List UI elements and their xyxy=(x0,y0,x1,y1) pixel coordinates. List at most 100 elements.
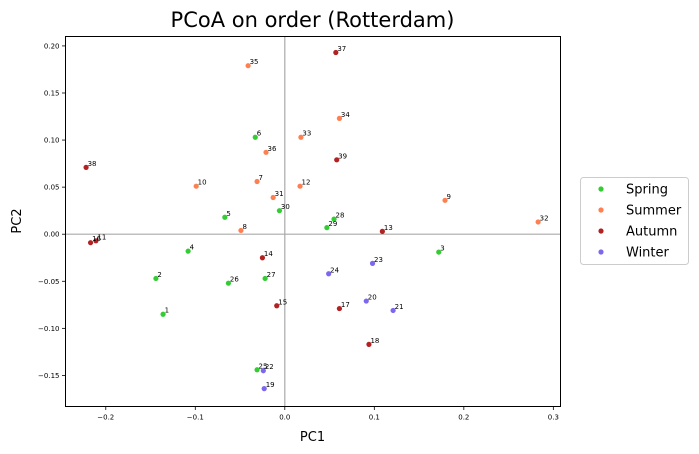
y-tick-label: 0.15 xyxy=(44,89,60,97)
data-point-spring xyxy=(222,214,228,220)
data-point-spring xyxy=(252,134,258,140)
data-point-summer xyxy=(336,115,343,122)
point-label: 17 xyxy=(341,301,350,309)
data-point-winter xyxy=(260,368,266,374)
point-label: 5 xyxy=(226,210,230,218)
data-point-autumn xyxy=(274,303,280,309)
data-point-spring xyxy=(160,311,166,317)
y-tick-label: −0.10 xyxy=(38,325,59,333)
data-point-autumn xyxy=(333,49,339,56)
plot-frame xyxy=(65,36,561,407)
x-tick-label: 0.2 xyxy=(458,414,469,422)
data-point-spring xyxy=(225,280,232,286)
data-point-winter xyxy=(369,260,376,266)
x-tick-label: 0.1 xyxy=(369,414,380,422)
point-label: 35 xyxy=(250,58,259,66)
data-point-autumn xyxy=(379,228,385,234)
data-point-spring xyxy=(254,367,260,373)
x-tick-label: 0.3 xyxy=(548,414,559,422)
chart-title: PCoA on order (Rotterdam) xyxy=(171,8,455,32)
point-label: 31 xyxy=(275,190,284,198)
point-label: 18 xyxy=(370,337,379,345)
data-point-summer xyxy=(193,183,199,189)
data-points xyxy=(83,49,541,392)
point-label: 13 xyxy=(384,224,393,232)
point-label: 36 xyxy=(268,145,277,153)
legend: Spring Summer Autumn Winter xyxy=(580,177,689,265)
point-label: 14 xyxy=(264,250,273,258)
y-tick-label: −0.15 xyxy=(38,372,59,380)
point-label: 3 xyxy=(440,245,444,253)
point-label: 1 xyxy=(165,307,169,315)
data-point-spring xyxy=(324,225,330,231)
data-point-summer xyxy=(297,183,303,189)
data-point-autumn xyxy=(83,164,89,170)
point-label: 9 xyxy=(447,193,451,201)
point-label: 15 xyxy=(278,298,287,306)
y-tick-label: 0.10 xyxy=(44,137,60,145)
legend-marker-spring xyxy=(598,186,604,192)
data-point-winter xyxy=(363,298,369,304)
point-label: 19 xyxy=(266,381,275,389)
y-tick-label: 0.05 xyxy=(44,184,60,192)
x-tick-label: −0.2 xyxy=(97,414,114,422)
x-tick-label: −0.1 xyxy=(187,414,204,422)
point-label: 32 xyxy=(540,214,549,222)
data-point-spring xyxy=(185,248,191,254)
legend-marker-winter xyxy=(598,249,604,255)
data-point-spring xyxy=(262,275,268,282)
legend-label-spring: Spring xyxy=(626,183,668,198)
point-label: 27 xyxy=(267,271,276,279)
point-label: 25 xyxy=(259,362,268,370)
point-label: 26 xyxy=(230,276,239,284)
data-point-spring xyxy=(276,208,283,214)
point-label: 2 xyxy=(157,271,161,279)
data-point-autumn xyxy=(366,341,372,347)
data-point-summer xyxy=(245,63,251,69)
point-label: 37 xyxy=(337,45,346,53)
data-point-spring xyxy=(153,275,159,282)
data-point-winter xyxy=(326,271,332,277)
data-point-summer xyxy=(270,194,276,201)
reference-lines xyxy=(65,36,561,407)
y-tick-label: 0.20 xyxy=(44,42,60,50)
legend-frame xyxy=(580,177,689,265)
data-point-summer xyxy=(298,134,304,140)
data-point-summer xyxy=(263,149,269,155)
data-point-autumn xyxy=(87,240,94,246)
point-label: 34 xyxy=(341,111,350,119)
point-label: 6 xyxy=(257,130,262,138)
point-label: 16 xyxy=(92,235,101,243)
y-axis-ticks: −0.15 −0.10 −0.05 0.00 0.05 0.10 0.15 0.20 xyxy=(38,42,66,380)
data-point-spring xyxy=(331,216,337,222)
x-axis-title: PC1 xyxy=(300,430,325,445)
point-label: 21 xyxy=(395,303,404,311)
legend-label-summer: Summer xyxy=(626,204,682,219)
x-axis-ticks: −0.2 −0.1 0.0 0.1 0.2 0.3 xyxy=(97,406,559,422)
data-point-autumn xyxy=(259,255,266,261)
data-point-winter xyxy=(390,307,396,314)
point-label: 24 xyxy=(330,266,339,274)
legend-marker-summer xyxy=(598,207,604,213)
point-label: 20 xyxy=(368,294,377,302)
point-label: 33 xyxy=(302,130,311,138)
data-point-summer xyxy=(238,227,244,234)
data-point-autumn xyxy=(336,305,343,312)
data-point-summer xyxy=(535,219,541,225)
y-tick-label: −0.05 xyxy=(38,278,59,286)
point-label: 7 xyxy=(259,174,263,182)
x-tick-label: 0.0 xyxy=(279,414,290,422)
point-label: 8 xyxy=(242,223,246,231)
point-label: 22 xyxy=(265,363,274,371)
point-label: 11 xyxy=(97,233,106,241)
data-point-summer xyxy=(442,197,448,203)
y-tick-label: 0.00 xyxy=(44,231,60,239)
point-label: 10 xyxy=(198,179,207,187)
data-point-autumn xyxy=(334,157,340,163)
data-point-winter xyxy=(261,386,267,392)
point-label: 29 xyxy=(328,220,337,228)
legend-marker-autumn xyxy=(598,228,604,234)
legend-label-autumn: Autumn xyxy=(626,225,677,240)
point-label: 39 xyxy=(338,152,347,160)
